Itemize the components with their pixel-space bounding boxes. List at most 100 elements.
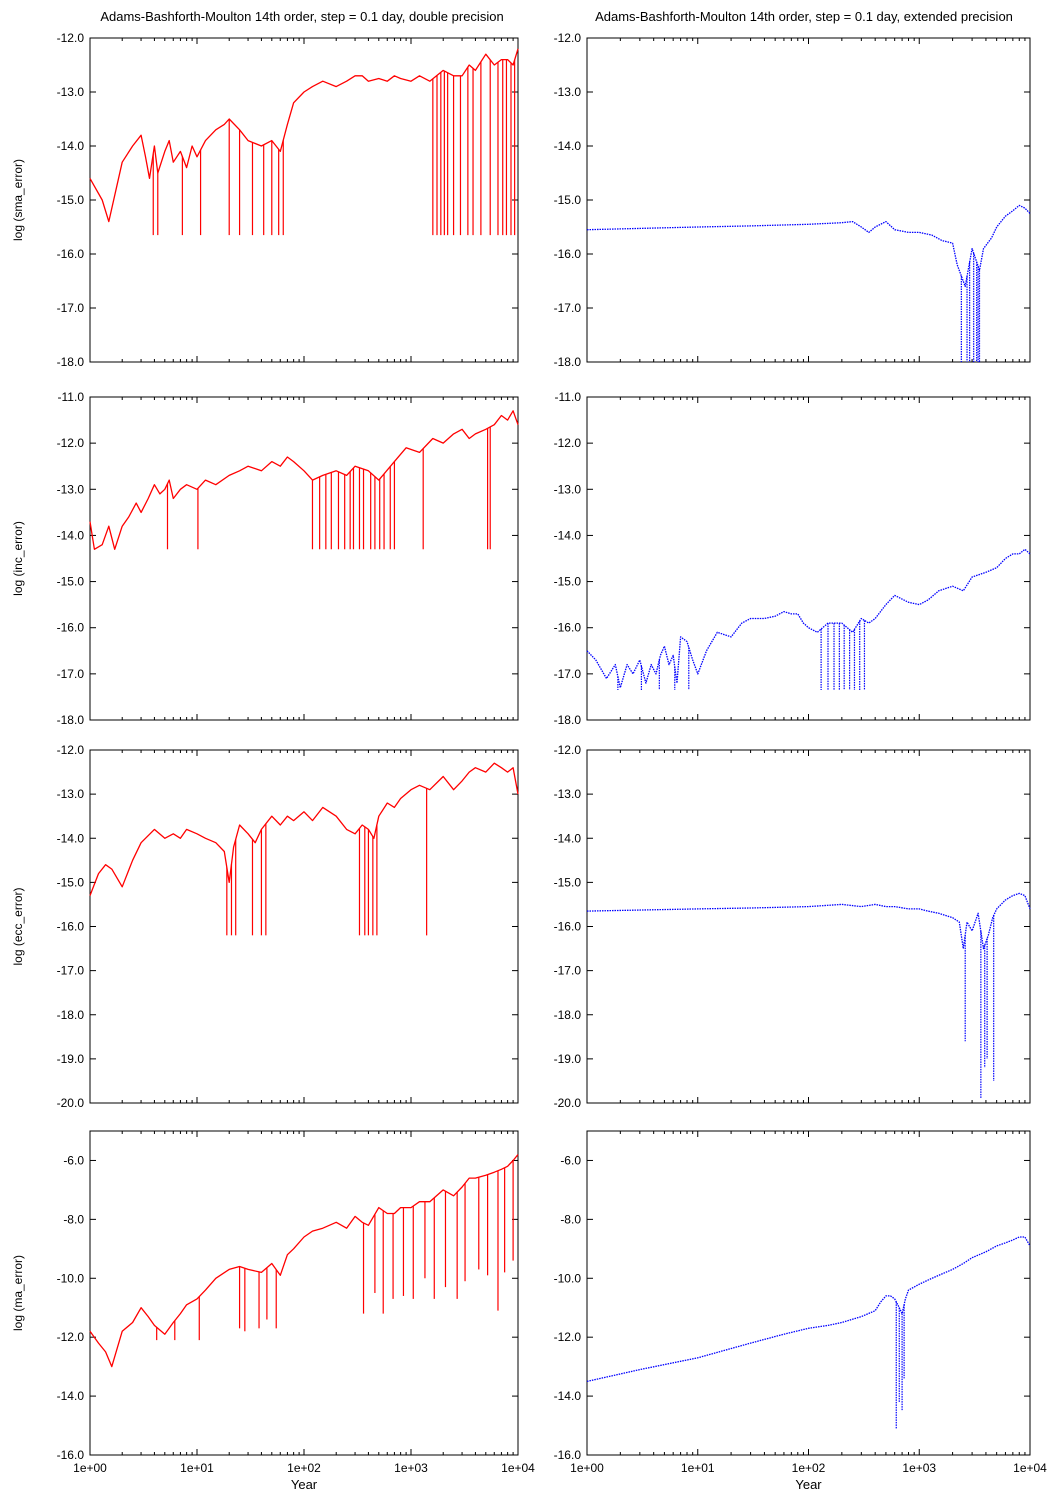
x-tick-label: 1e+04 — [1013, 1461, 1047, 1475]
chart-panel-right-0: -18.0 -17.0 -16.0 -15.0 -14.0 -13.0 -12.0 — [554, 31, 1031, 369]
y-tick-label: -20.0 — [554, 1096, 582, 1110]
y-tick-label: -17.0 — [57, 301, 85, 315]
plot-frame — [586, 396, 1031, 721]
x-tick-label: 1e+01 — [681, 1461, 715, 1475]
y-axis-label: log (ma_error) — [11, 1255, 25, 1331]
panels: -18.0 -17.0 -16.0 -15.0 -14.0 -13.0 -12.0 log (… — [11, 31, 1047, 1492]
y-tick-label: -11.0 — [58, 390, 85, 404]
plot-frame — [586, 37, 1031, 363]
y-tick-label: -14.0 — [57, 1389, 85, 1403]
series-line — [89, 410, 519, 550]
y-tick-label: -13.0 — [554, 482, 582, 496]
y-tick-label: -16.0 — [57, 247, 85, 261]
y-tick-label: -16.0 — [554, 1448, 582, 1462]
y-tick-label: -12.0 — [57, 31, 85, 45]
y-tick-label: -14.0 — [554, 528, 582, 542]
right-column-title: Adams-Bashforth-Moulton 14th order, step… — [595, 9, 1013, 24]
x-axis-label: Year — [291, 1477, 318, 1492]
y-tick-label: -16.0 — [57, 1448, 85, 1462]
y-tick-label: -13.0 — [554, 85, 582, 99]
plot-frame — [586, 1130, 1031, 1456]
y-tick-label: -14.0 — [554, 1389, 582, 1403]
left-title: Adams-Bashforth-Moulton 14th order, step… — [100, 9, 503, 24]
y-tick-label: -16.0 — [554, 920, 582, 934]
y-tick-label: -14.0 — [554, 139, 582, 153]
y-tick-label: -15.0 — [554, 875, 582, 889]
y-tick-label: -12.0 — [554, 31, 582, 45]
left-column-title: Adams-Bashforth-Moulton 14th order, step… — [100, 9, 503, 24]
chart-panel-left-2: -20.0 -19.0 -18.0 -17.0 -16.0 -15.0 -14.0 -13.0… — [11, 743, 519, 1110]
y-tick-label: -12.0 — [554, 1330, 582, 1344]
y-tick-label: -10.0 — [57, 1271, 85, 1285]
x-tick-label: 1e+02 — [287, 1461, 321, 1475]
y-tick-label: -19.0 — [57, 1052, 85, 1066]
y-tick-label: -6.0 — [560, 1153, 581, 1167]
y-tick-label: -13.0 — [554, 787, 582, 801]
chart-panel-left-1: -18.0 -17.0 -16.0 -15.0 -14.0 -13.0 -12.0 -11.0… — [11, 390, 519, 727]
y-tick-label: -8.0 — [560, 1212, 581, 1226]
x-axis-label: Year — [795, 1477, 822, 1492]
x-tick-label: 1e+01 — [180, 1461, 214, 1475]
y-tick-label: -17.0 — [554, 964, 582, 978]
y-tick-label: -15.0 — [554, 575, 582, 589]
y-axis-label: log (sma_error) — [11, 159, 25, 241]
y-tick-label: -13.0 — [57, 482, 85, 496]
y-tick-label: -14.0 — [57, 139, 85, 153]
y-tick-label: -18.0 — [57, 1008, 85, 1022]
y-tick-label: -16.0 — [57, 621, 85, 635]
series-line — [586, 204, 1031, 288]
y-tick-label: -15.0 — [554, 193, 582, 207]
plot-frame — [586, 749, 1031, 1104]
series-line — [586, 1236, 1031, 1383]
plot-frame — [89, 749, 519, 1104]
x-tick-label: 1e+00 — [73, 1461, 107, 1475]
y-tick-label: -12.0 — [554, 743, 582, 757]
y-tick-label: -17.0 — [554, 667, 582, 681]
y-tick-label: -12.0 — [554, 436, 582, 450]
y-tick-label: -18.0 — [554, 1008, 582, 1022]
y-tick-label: -13.0 — [57, 85, 85, 99]
x-tick-label: 1e+04 — [501, 1461, 535, 1475]
plot-frame — [89, 1130, 519, 1456]
series-line — [586, 892, 1031, 950]
y-tick-label: -12.0 — [57, 1330, 85, 1344]
y-tick-label: -15.0 — [57, 193, 85, 207]
chart-panel-left-0: -18.0 -17.0 -16.0 -15.0 -14.0 -13.0 -12.0 log (… — [11, 31, 519, 369]
x-tick-label: 1e+02 — [792, 1461, 826, 1475]
y-axis-label: log (ecc_error) — [11, 887, 25, 965]
y-tick-label: -8.0 — [63, 1212, 84, 1226]
y-tick-label: -11.0 — [555, 390, 582, 404]
series-line — [586, 548, 1031, 689]
x-tick-label: 1e+03 — [394, 1461, 428, 1475]
y-tick-label: -14.0 — [57, 831, 85, 845]
chart-panel-right-2: -20.0 -19.0 -18.0 -17.0 -16.0 -15.0 -14.0 -13.0… — [554, 743, 1031, 1110]
y-tick-label: -17.0 — [57, 964, 85, 978]
y-tick-label: -20.0 — [57, 1096, 85, 1110]
series-line — [89, 1154, 519, 1368]
x-tick-label: 1e+03 — [902, 1461, 936, 1475]
y-tick-label: -16.0 — [554, 621, 582, 635]
series-line — [89, 762, 519, 896]
y-tick-label: -19.0 — [554, 1052, 582, 1066]
y-tick-label: -18.0 — [554, 355, 582, 369]
right-title: Adams-Bashforth-Moulton 14th order, step… — [595, 9, 1013, 24]
chart-panel-left-3: -16.0 -14.0 -12.0 -10.0 -8.0 -6.0 1e+00 1e+01 1e… — [11, 1130, 535, 1492]
y-tick-label: -10.0 — [554, 1271, 582, 1285]
chart-panel-right-1: -18.0 -17.0 -16.0 -15.0 -14.0 -13.0 -12.0 -11.0 — [554, 390, 1031, 727]
y-tick-label: -13.0 — [57, 787, 85, 801]
x-tick-label: 1e+00 — [570, 1461, 604, 1475]
plot-frame — [89, 396, 519, 721]
y-tick-label: -16.0 — [554, 247, 582, 261]
y-tick-label: -14.0 — [57, 528, 85, 542]
y-tick-label: -15.0 — [57, 575, 85, 589]
y-tick-label: -18.0 — [57, 713, 85, 727]
chart-panel-right-3: -16.0 -14.0 -12.0 -10.0 -8.0 -6.0 1e+00 1e+01 1e… — [554, 1130, 1047, 1492]
y-tick-label: -17.0 — [554, 301, 582, 315]
y-tick-label: -18.0 — [57, 355, 85, 369]
y-tick-label: -14.0 — [554, 831, 582, 845]
y-tick-label: -16.0 — [57, 920, 85, 934]
y-tick-label: -17.0 — [57, 667, 85, 681]
y-tick-label: -6.0 — [63, 1153, 84, 1167]
y-tick-label: -15.0 — [57, 875, 85, 889]
